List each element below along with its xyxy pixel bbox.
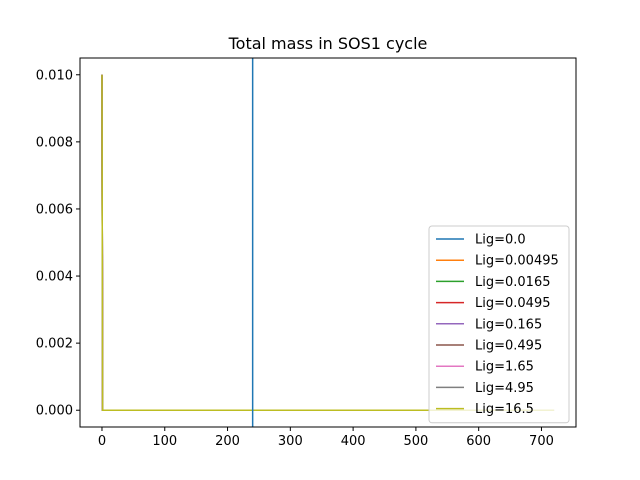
legend-label-4: Lig=0.165 [475,317,542,332]
x-tick-label: 100 [152,434,177,449]
legend-label-7: Lig=4.95 [475,381,534,396]
y-tick-label: 0.004 [36,270,73,285]
legend-label-8: Lig=16.5 [475,402,534,417]
plot-area [101,58,555,427]
axes-frame [79,57,577,428]
legend: Lig=0.0 Lig=0.00495 Lig=0.0165 Lig=0.0495 Li… [428,225,570,424]
x-tick-label: 200 [215,434,240,449]
x-tick-label: 600 [466,434,491,449]
x-tick-label: 0 [98,434,106,449]
y-tick-label: 0.006 [36,202,73,217]
y-tick-label: 0.010 [36,68,73,83]
x-tick-label: 400 [341,434,366,449]
chart-title: Total mass in SOS1 cycle [228,34,428,53]
x-axis: 0 100 200 300 400 500 600 700 [98,427,554,449]
legend-label-1: Lig=0.00495 [475,254,559,269]
legend-label-0: Lig=0.0 [475,233,526,248]
y-axis: 0.000 0.002 0.004 0.006 0.008 0.010 [36,68,80,419]
legend-label-6: Lig=1.65 [475,360,534,375]
x-tick-label: 500 [403,434,428,449]
y-tick-label: 0.002 [36,337,73,352]
legend-box [428,225,570,424]
y-tick-label: 0.008 [36,135,73,150]
series-line-8 [101,74,555,411]
x-tick-label: 700 [529,434,554,449]
x-tick-label: 300 [278,434,303,449]
y-tick-label: 0.000 [36,404,73,419]
legend-label-5: Lig=0.495 [475,339,542,354]
legend-label-3: Lig=0.0495 [475,296,551,311]
legend-label-2: Lig=0.0165 [475,275,551,290]
